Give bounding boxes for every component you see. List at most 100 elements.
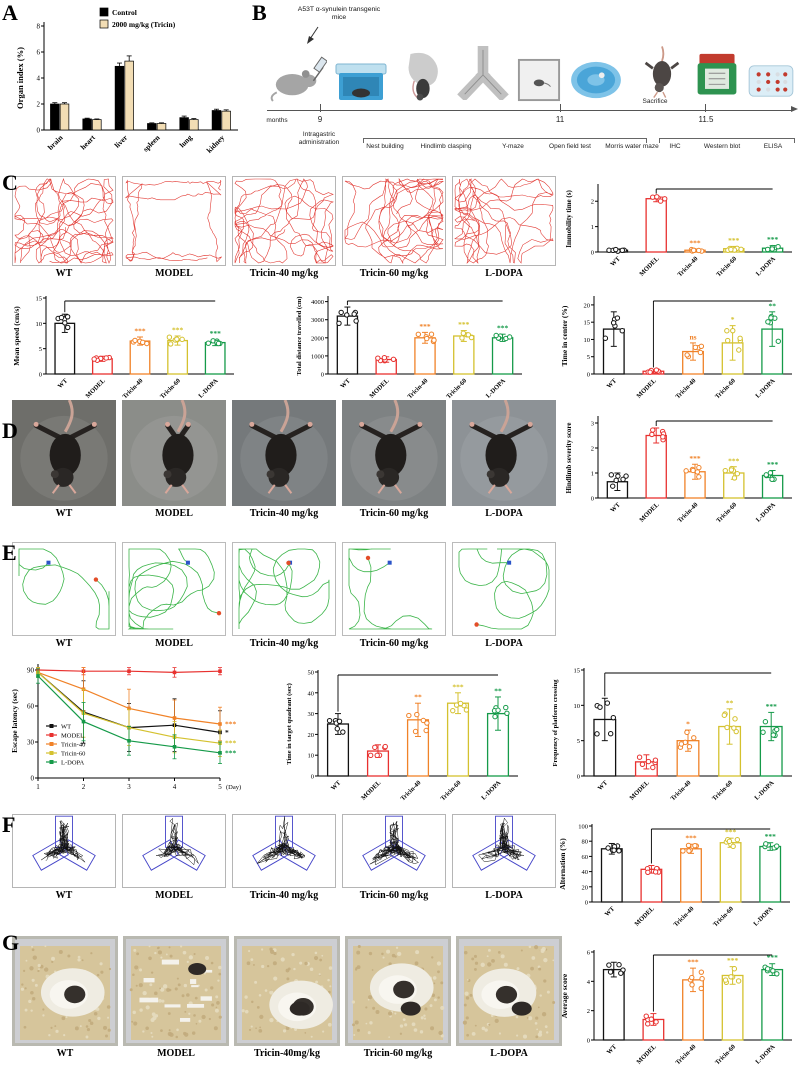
svg-text:Tricin-60: Tricin-60 (714, 1043, 737, 1066)
svg-text:10: 10 (308, 753, 315, 760)
svg-text:brain: brain (46, 132, 65, 151)
sacrifice-mouse-icon (644, 46, 680, 98)
hangmouse-image (232, 400, 336, 506)
svg-text:MODEL: MODEL (638, 501, 661, 524)
svg-text:Time in target quadrant (sec): Time in target quadrant (sec) (286, 683, 293, 764)
openfield-item: L-DOPA (452, 176, 556, 279)
group-label: MODEL (155, 268, 193, 279)
hangmouse-item: L-DOPA (452, 400, 556, 519)
watermaze-item: Tricin-60 mg/kg (342, 542, 446, 649)
watermaze-image (122, 542, 226, 636)
svg-text:**: ** (494, 686, 502, 695)
svg-text:WT: WT (606, 377, 619, 390)
svg-text:***: *** (225, 739, 237, 748)
water-maze-trace-row: WT MODEL Tricin-40 mg/kg Tricin-60 mg/kg L-D… (12, 542, 556, 649)
nest-image (123, 936, 229, 1046)
svg-text:1: 1 (36, 783, 40, 791)
svg-text:**: ** (768, 301, 776, 310)
hangmouse-item: MODEL (122, 400, 226, 519)
openfield-image (12, 176, 116, 266)
svg-text:90: 90 (27, 667, 35, 675)
hangmouse-image (452, 400, 556, 506)
svg-text:1000: 1000 (311, 353, 324, 360)
ymaze-item: L-DOPA (452, 814, 556, 901)
assays-bracket (659, 138, 795, 143)
svg-text:2: 2 (82, 783, 86, 791)
svg-text:0: 0 (577, 774, 580, 781)
svg-text:***: *** (767, 460, 779, 469)
timeline-tick-label: 11 (555, 115, 565, 124)
group-label: MODEL (155, 508, 193, 519)
group-label: Tricin-40 mg/kg (249, 268, 319, 279)
timeline-arrow (267, 106, 798, 113)
svg-text:Immobility time (s): Immobility time (s) (565, 190, 573, 248)
y-maze-trace-row: WT MODEL Tricin-40 mg/kg Tricin-60 mg/kg L-D… (12, 814, 556, 901)
months-label: months (266, 117, 288, 124)
panel-a-label: A (2, 0, 18, 25)
svg-text:L-DOPA: L-DOPA (754, 377, 776, 399)
assay-label: ELISA (763, 143, 783, 150)
nest-item: Tricin-60 mg/kg (345, 936, 451, 1059)
watermaze-image (452, 542, 556, 636)
svg-text:WT: WT (609, 255, 622, 268)
group-label: L-DOPA (490, 1048, 528, 1059)
svg-text:***: *** (497, 324, 509, 333)
panel-e-label: E (2, 540, 17, 565)
svg-text:L-DOPA: L-DOPA (752, 905, 774, 927)
svg-text:MODEL: MODEL (633, 905, 656, 928)
svg-text:15: 15 (36, 296, 43, 303)
svg-text:20: 20 (582, 884, 589, 891)
svg-text:Tricin-60: Tricin-60 (445, 377, 468, 400)
svg-text:Tricin-40: Tricin-40 (406, 377, 429, 400)
svg-text:***: *** (458, 320, 470, 329)
svg-text:*: * (225, 728, 229, 737)
hangmouse-image (122, 400, 226, 506)
group-label: Tricin-60 mg/kg (359, 638, 429, 649)
svg-text:L-DOPA: L-DOPA (197, 377, 219, 399)
group-label: L-DOPA (485, 268, 523, 279)
ymaze-image (452, 814, 556, 888)
ymaze-item: Tricin-60 mg/kg (342, 814, 446, 901)
sacrifice-label: Sacrifice (642, 98, 668, 105)
svg-text:100: 100 (578, 824, 588, 831)
total-distance-chart: 0 1000 2000 3000 4000 Total distance travelle… (292, 284, 528, 402)
ymaze-item: MODEL (122, 814, 226, 901)
administration-label: Intragastric administration (298, 131, 340, 146)
svg-text:*: * (686, 720, 690, 729)
svg-text:6: 6 (37, 49, 41, 57)
svg-text:***: *** (225, 720, 237, 729)
assay-label: IHC (669, 143, 681, 150)
group-label: Tricin-60 mg/kg (363, 1048, 433, 1059)
timeline-tick-label: 11.5 (698, 115, 714, 124)
svg-text:MODEL: MODEL (368, 377, 391, 400)
svg-text:WT: WT (604, 905, 617, 918)
svg-text:2: 2 (591, 446, 594, 453)
svg-text:MODEL: MODEL (638, 255, 661, 278)
svg-text:***: *** (727, 956, 739, 965)
svg-text:Frequency of platform crossing: Frequency of platform crossing (552, 679, 559, 767)
svg-text:***: *** (685, 834, 697, 843)
svg-text:3: 3 (127, 783, 131, 791)
svg-text:ns: ns (689, 332, 696, 341)
behavior-tests-bracket (363, 138, 647, 143)
test-label: Morris water maze (605, 143, 659, 150)
svg-text:40: 40 (308, 690, 315, 697)
svg-text:5: 5 (39, 346, 42, 353)
hand-mouse-icon (408, 52, 438, 101)
svg-text:0: 0 (31, 775, 35, 783)
hangmouse-item: WT (12, 400, 116, 519)
svg-text:Tricin-40: Tricin-40 (674, 377, 697, 400)
ymaze-image (342, 814, 446, 888)
svg-text:15: 15 (574, 668, 581, 675)
panel-d-label: D (2, 418, 18, 443)
hangmouse-item: Tricin-40 mg/kg (232, 400, 336, 519)
svg-text:***: *** (725, 828, 737, 837)
svg-text:2000: 2000 (311, 335, 324, 342)
svg-text:WT: WT (339, 377, 352, 390)
svg-text:4: 4 (173, 783, 177, 791)
svg-text:Total distance travelled (cm): Total distance travelled (cm) (296, 296, 303, 375)
svg-text:MODEL: MODEL (84, 377, 107, 400)
svg-text:Alternation (%): Alternation (%) (558, 838, 567, 890)
svg-text:4: 4 (37, 75, 41, 83)
